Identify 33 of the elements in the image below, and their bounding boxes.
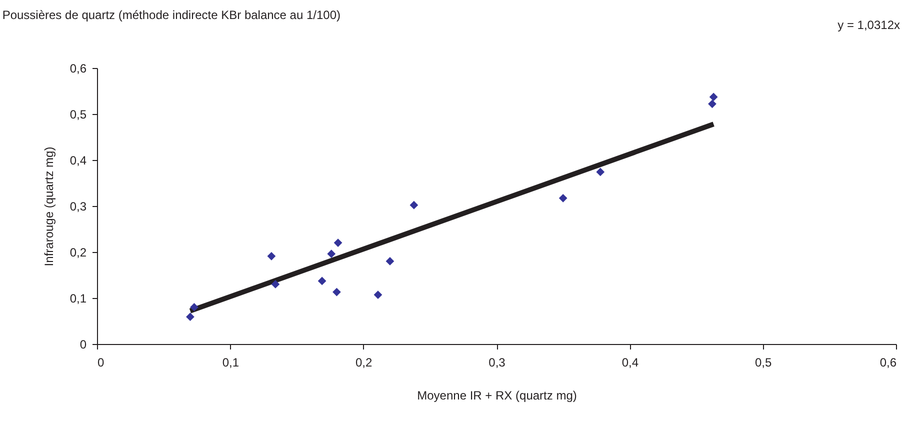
- point: [386, 257, 394, 266]
- point: [410, 200, 418, 210]
- point: [596, 168, 605, 176]
- y-tick-label: 0,6: [70, 62, 87, 76]
- x-tick-label: 0: [98, 356, 104, 370]
- y-tick-label: 0,2: [70, 246, 87, 260]
- x-tick-label: 0,5: [754, 356, 772, 370]
- point: [271, 280, 280, 288]
- point: [327, 250, 336, 258]
- y-tick-label: 0,4: [70, 154, 87, 168]
- point: [374, 290, 382, 299]
- point: [709, 92, 718, 102]
- x-tick-label: 0,3: [488, 356, 506, 370]
- y-axis-title: Infrarouge (quartz mg): [42, 146, 56, 266]
- chart-title: Poussières de quartz (méthode indirecte KBr balance au 1/100): [2, 8, 341, 22]
- x-axis-title: Moyenne IR + RX (quartz mg): [417, 388, 577, 402]
- point: [334, 238, 342, 247]
- x-tick-label: 0,4: [622, 356, 639, 370]
- y-tick-label: 0,5: [70, 108, 87, 122]
- point: [708, 100, 716, 108]
- point: [186, 312, 194, 322]
- point: [318, 276, 326, 286]
- x-tick-label: 0,6: [880, 356, 897, 370]
- y-tick-label: 0,1: [70, 292, 87, 306]
- x-tick-label: 0,2: [355, 356, 372, 370]
- point: [190, 303, 198, 312]
- point: [332, 288, 341, 296]
- text: y = 1,0312x: [838, 18, 900, 32]
- point: [267, 252, 276, 260]
- y-tick-label: 0,3: [70, 200, 87, 214]
- y-tick-label: 0: [80, 338, 87, 352]
- point: [558, 194, 568, 202]
- x-tick-label: 0,1: [222, 356, 240, 370]
